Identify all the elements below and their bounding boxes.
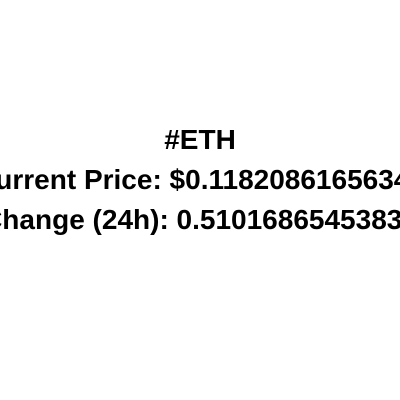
ticker-symbol: #ETH bbox=[164, 124, 236, 155]
current-price: Current Price: $0.11820861656343 bbox=[0, 164, 400, 195]
price-change-24h: Change (24h): 0.51016865453838 bbox=[0, 204, 400, 235]
